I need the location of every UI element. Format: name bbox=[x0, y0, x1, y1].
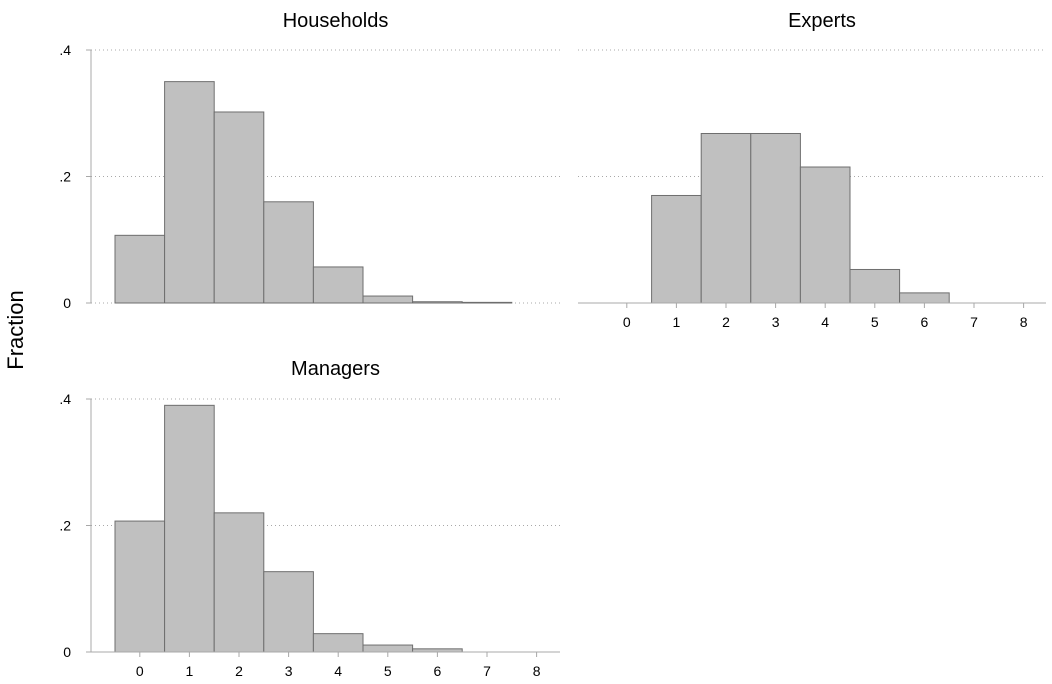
panel-2-x-tick-label-0: 0 bbox=[623, 314, 631, 330]
panel-2-bar-3 bbox=[750, 132, 801, 304]
panel-1-bar-2 bbox=[213, 111, 265, 304]
panel-2-x-tick-label-8: 8 bbox=[1020, 314, 1028, 330]
panel-1-y-tick-label-2: .4 bbox=[59, 42, 71, 58]
panel-1-bar-3 bbox=[263, 201, 314, 304]
panel-3-x-tick-label-4: 4 bbox=[334, 663, 342, 679]
panel-3-y-tick-label-1: .2 bbox=[59, 518, 71, 534]
panel-3-title: Managers bbox=[291, 358, 380, 380]
panel-3-x-tick-label-2: 2 bbox=[235, 663, 243, 679]
panel-3-x-tick-label-7: 7 bbox=[483, 663, 491, 679]
panel-2-x-tick-label-4: 4 bbox=[821, 314, 829, 330]
panel-2-bar-4 bbox=[799, 166, 851, 304]
panel-1-title: Households bbox=[283, 10, 389, 32]
panel-3-y-tick-label-2: .4 bbox=[59, 391, 71, 407]
panel-1-bar-1 bbox=[164, 81, 215, 304]
panel-3-bar-5 bbox=[362, 644, 414, 653]
panel-1-bar-7 bbox=[461, 301, 513, 304]
panel-2-x-tick-label-6: 6 bbox=[921, 314, 929, 330]
panel-1-bar-5 bbox=[362, 295, 414, 304]
panel-2-title: Experts bbox=[788, 10, 856, 32]
panel-1-bar-0 bbox=[114, 234, 166, 304]
panel-3-y-tick-label-0: 0 bbox=[63, 644, 71, 660]
panel-2-x-tick-label-7: 7 bbox=[970, 314, 978, 330]
panel-3-bar-4 bbox=[312, 633, 364, 653]
panel-2-bar-6 bbox=[899, 292, 950, 304]
panel-3-x-tick-label-6: 6 bbox=[434, 663, 442, 679]
panel-2-bar-2 bbox=[700, 132, 752, 304]
panel-3-bar-0 bbox=[114, 520, 166, 653]
panel-1-bar-6 bbox=[412, 301, 463, 304]
panel-3-x-tick-label-1: 1 bbox=[186, 663, 194, 679]
panel-1-y-tick-label-1: .2 bbox=[59, 169, 71, 185]
panel-3-bar-1 bbox=[164, 404, 215, 653]
panel-3-x-tick-label-8: 8 bbox=[533, 663, 541, 679]
panel-1-bar-4 bbox=[312, 266, 364, 304]
panel-1-y-tick-label-0: 0 bbox=[63, 295, 71, 311]
panel-2-x-tick-label-3: 3 bbox=[772, 314, 780, 330]
panel-2-bar-5 bbox=[849, 268, 901, 304]
panel-3-x-tick-label-3: 3 bbox=[285, 663, 293, 679]
panel-2-x-tick-label-1: 1 bbox=[673, 314, 681, 330]
panel-2-x-tick-label-5: 5 bbox=[871, 314, 879, 330]
panel-3-bar-3 bbox=[263, 571, 314, 653]
panel-3-x-tick-label-5: 5 bbox=[384, 663, 392, 679]
y-axis-label: Fraction bbox=[3, 290, 28, 369]
panel-3-x-tick-label-0: 0 bbox=[136, 663, 144, 679]
panel-2-bar-1 bbox=[651, 194, 702, 304]
panel-3-bar-2 bbox=[213, 512, 265, 653]
panel-2-x-tick-label-2: 2 bbox=[722, 314, 730, 330]
